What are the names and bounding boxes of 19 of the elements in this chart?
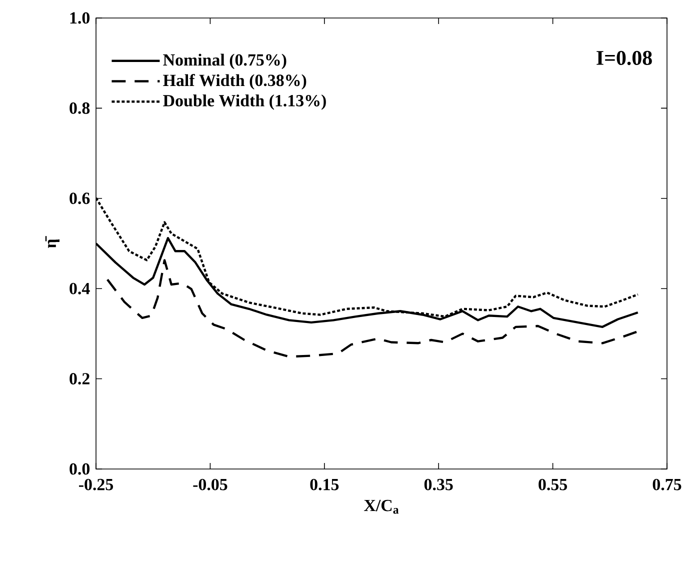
y-tick-label: 0.4 bbox=[70, 282, 90, 294]
x-tick-label: 0.35 bbox=[424, 478, 453, 490]
x-tick-label: 0.55 bbox=[538, 478, 567, 490]
y-tick-label: 0.6 bbox=[70, 192, 90, 204]
y-tick-label: 0.2 bbox=[70, 373, 90, 385]
annotation: I=0.08 bbox=[596, 50, 652, 66]
legend-label: Nominal (0.75%) bbox=[163, 54, 286, 70]
legend-label: Half Width (0.38%) bbox=[163, 74, 306, 90]
y-axis-title: η̄ bbox=[45, 236, 60, 248]
y-tick-label: 0.0 bbox=[70, 463, 90, 475]
legend-label: Double Width (1.13%) bbox=[163, 94, 326, 110]
x-axis-title: X/C$_{a}$ bbox=[364, 500, 399, 514]
y-tick-label: 1.0 bbox=[70, 12, 90, 24]
x-tick-label: 0.15 bbox=[310, 478, 339, 490]
y-tick-label: 0.8 bbox=[70, 102, 90, 114]
x-tick-label: 0.75 bbox=[652, 478, 682, 490]
line-series bbox=[106, 259, 639, 358]
x-tick-label: -0.05 bbox=[193, 478, 228, 490]
x-tick-label: -0.25 bbox=[78, 478, 114, 490]
